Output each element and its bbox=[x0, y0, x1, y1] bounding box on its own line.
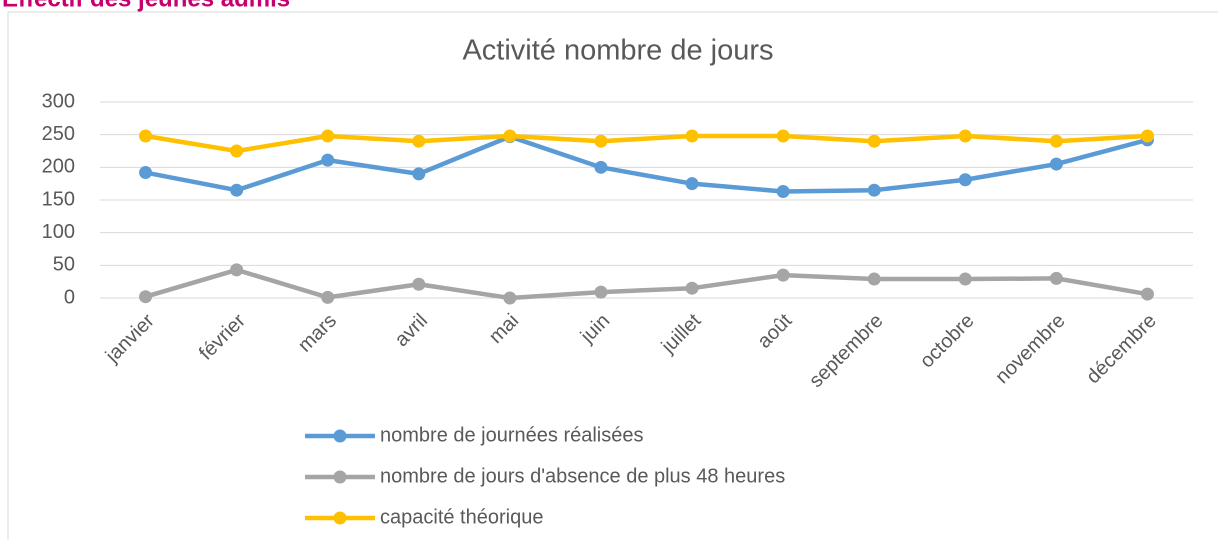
x-tick-label: janvier bbox=[101, 309, 159, 367]
point bbox=[685, 177, 699, 191]
point bbox=[776, 129, 790, 143]
point bbox=[1049, 271, 1063, 285]
point bbox=[139, 166, 153, 180]
point bbox=[230, 263, 244, 277]
point bbox=[321, 290, 335, 304]
y-tick-label: 300 bbox=[42, 90, 75, 112]
point bbox=[503, 291, 517, 305]
point bbox=[230, 183, 244, 197]
chart-title: Activité nombre de jours bbox=[462, 35, 773, 67]
point bbox=[867, 272, 881, 286]
y-tick-label: 150 bbox=[42, 188, 75, 210]
y-tick-label: 0 bbox=[64, 286, 75, 308]
point bbox=[594, 285, 608, 299]
legend-marker bbox=[333, 470, 347, 484]
x-tick-label: octobre bbox=[916, 310, 979, 373]
x-tick-label: février bbox=[195, 309, 250, 364]
legend-marker bbox=[333, 511, 347, 525]
point bbox=[776, 268, 790, 282]
point bbox=[685, 129, 699, 143]
series-line bbox=[145, 134, 1149, 194]
point bbox=[685, 281, 699, 295]
point bbox=[594, 160, 608, 174]
point bbox=[1140, 287, 1154, 301]
y-tick-label: 100 bbox=[42, 221, 75, 243]
point bbox=[230, 144, 244, 158]
point bbox=[412, 134, 426, 148]
point bbox=[776, 185, 790, 199]
point bbox=[958, 173, 972, 187]
point bbox=[958, 272, 972, 286]
legend-label: capacité théorique bbox=[380, 506, 543, 528]
x-tick-label: mars bbox=[294, 310, 341, 357]
series-line bbox=[144, 267, 1148, 301]
page-heading: Effectif des jeunes admis bbox=[2, 0, 290, 12]
point bbox=[139, 129, 153, 143]
point bbox=[321, 129, 335, 143]
point bbox=[412, 277, 426, 291]
x-tick-label: novembre bbox=[991, 310, 1069, 388]
x-tick-label: juillet bbox=[657, 309, 706, 358]
point bbox=[867, 134, 881, 148]
point bbox=[867, 183, 881, 197]
y-tick-label: 250 bbox=[42, 123, 75, 145]
point bbox=[503, 129, 517, 143]
legend-label: nombre de journées réalisées bbox=[380, 424, 644, 446]
y-tick-label: 200 bbox=[42, 156, 75, 178]
point bbox=[412, 167, 426, 181]
legend-marker bbox=[333, 429, 347, 443]
x-tick-label: avril bbox=[391, 310, 432, 351]
series-line bbox=[145, 133, 1148, 154]
x-tick-label: décembre bbox=[1082, 310, 1160, 388]
x-tick-label: mai bbox=[485, 310, 523, 348]
point bbox=[1049, 134, 1063, 148]
point bbox=[958, 129, 972, 143]
legend-label: nombre de jours d'absence de plus 48 heu… bbox=[380, 465, 785, 487]
x-tick-label: septembre bbox=[805, 310, 887, 392]
point bbox=[321, 153, 335, 167]
point bbox=[1049, 157, 1063, 171]
x-tick-label: août bbox=[753, 309, 796, 352]
point bbox=[1140, 129, 1154, 143]
x-tick-label: juin bbox=[576, 310, 614, 348]
point bbox=[139, 290, 153, 304]
chart-frame bbox=[7, 11, 1218, 540]
point bbox=[594, 134, 608, 148]
y-tick-label: 50 bbox=[53, 254, 75, 276]
